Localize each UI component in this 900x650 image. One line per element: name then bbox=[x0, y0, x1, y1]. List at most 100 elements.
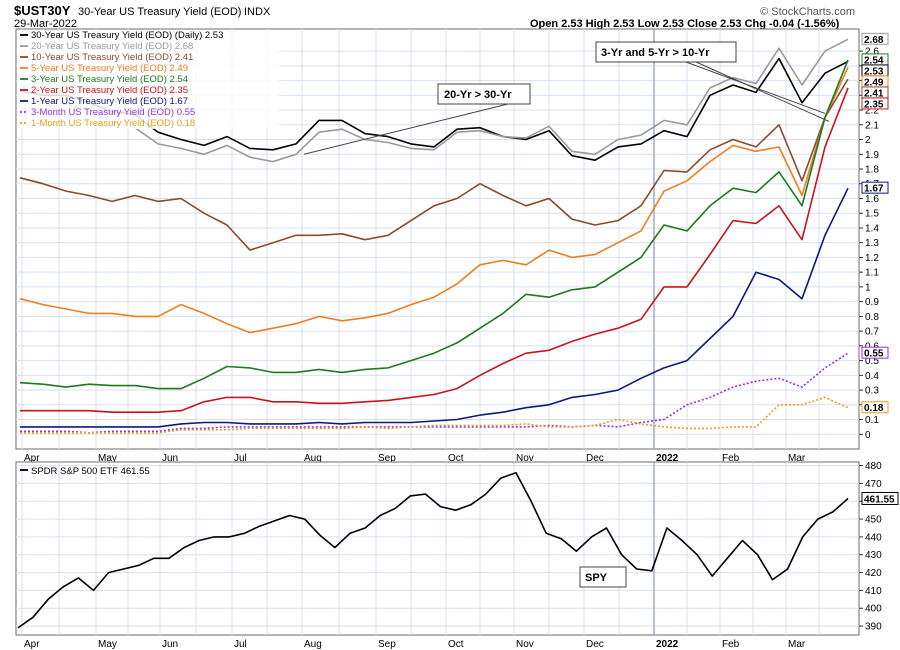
y-tick-label: 0.9 bbox=[865, 297, 879, 308]
x-tick-label: Sep bbox=[378, 639, 396, 650]
last-value-badge bbox=[861, 491, 899, 505]
last-value-label: 2.49 bbox=[864, 77, 884, 88]
annotation-arrow bbox=[685, 61, 826, 114]
y-tick-label: 1.5 bbox=[865, 209, 879, 220]
spy-price-line bbox=[17, 471, 849, 629]
yield-legend: 30-Year US Treasury Yield (EOD) (Daily) … bbox=[17, 30, 279, 129]
x-tick-label: Jun bbox=[162, 453, 178, 464]
y-tick-label: 1.2 bbox=[865, 253, 879, 264]
y-tick-label: 450 bbox=[865, 515, 882, 526]
last-value-label: 1.67 bbox=[864, 184, 884, 195]
x-tick-label: Aug bbox=[304, 639, 322, 650]
last-value-badge bbox=[861, 97, 889, 110]
x-tick-label: Mar bbox=[788, 639, 806, 650]
legend-entry: 2-Year US Treasury Yield (EOD) 2.35 bbox=[31, 85, 188, 96]
x-tick-label: Oct bbox=[448, 639, 464, 650]
symbol-text: $UST30Y bbox=[14, 3, 71, 18]
legend-entry: 20-Year US Treasury Yield (EOD) 2.68 bbox=[31, 41, 193, 52]
y-tick-label: 1 bbox=[865, 282, 871, 293]
spy-panel-frame bbox=[15, 461, 860, 636]
legend-entry: 30-Year US Treasury Yield (EOD) (Daily) … bbox=[31, 30, 223, 41]
spy-grid bbox=[16, 462, 859, 635]
last-value-badge bbox=[861, 32, 889, 45]
y-tick-label: 1.8 bbox=[865, 165, 879, 176]
series-line bbox=[20, 396, 849, 434]
x-tick-label: Apr bbox=[24, 639, 40, 650]
series-line bbox=[20, 352, 849, 434]
chart-header: $UST30Y 30-Year US Treasury Yield (EOD) … bbox=[14, 3, 855, 30]
y-tick-label: 0.5 bbox=[865, 356, 879, 367]
x-tick-label: Feb bbox=[722, 639, 740, 650]
x-tick-label: Mar bbox=[788, 453, 806, 464]
series-line bbox=[20, 187, 849, 428]
x-tick-label: Apr bbox=[24, 453, 40, 464]
exchange-text: INDX bbox=[244, 6, 271, 18]
last-value-label: 2.41 bbox=[864, 88, 884, 99]
y-tick-label: 2 bbox=[865, 135, 871, 146]
spy-y-axis: 390400410420430440450460470480 bbox=[859, 461, 882, 633]
last-value-label: 2.54 bbox=[864, 55, 884, 66]
spy-x-axis: Apr May Jun Jul Aug Sep Oct Nov Dec 2022 Feb Mar bbox=[24, 639, 806, 650]
y-tick-label: 470 bbox=[865, 479, 882, 490]
y-tick-label: 410 bbox=[865, 586, 882, 597]
watermark: © StockCharts.com bbox=[760, 6, 855, 18]
annotation-label: 20-Yr > 30-Yr bbox=[444, 89, 512, 101]
x-tick-label: Jul bbox=[234, 453, 247, 464]
x-tick-label: Dec bbox=[586, 453, 604, 464]
x-tick-label: May bbox=[98, 639, 117, 650]
annotation-arrow bbox=[303, 103, 509, 155]
y-tick-label: 0.3 bbox=[865, 386, 879, 397]
series-line bbox=[20, 38, 849, 163]
yield-series bbox=[19, 38, 849, 434]
annotation-label: SPY bbox=[585, 572, 608, 584]
date-text: 29-Mar-2022 bbox=[14, 18, 77, 30]
y-tick-label: 1.3 bbox=[865, 238, 879, 249]
spy-panel: 390400410420430440450460470480 AprMayJun… bbox=[15, 461, 899, 650]
last-value-badge bbox=[861, 346, 889, 359]
y-tick-label: 1.1 bbox=[865, 268, 879, 279]
last-value-label: 0.18 bbox=[864, 403, 884, 414]
y-tick-label: 430 bbox=[865, 550, 882, 561]
spy-annotation: SPY bbox=[579, 566, 627, 588]
yield-panel: 00.10.20.30.40.50.60.70.80.911.11.21.31.… bbox=[15, 28, 889, 464]
yield-annotations: 20-Yr > 30-Yr 3-Yr and 5-Yr > 10-Yr bbox=[303, 41, 830, 155]
y-tick-label: 0.4 bbox=[865, 371, 879, 382]
spy-series bbox=[17, 471, 849, 629]
y-tick-label: 2.2 bbox=[865, 106, 879, 117]
x-tick-label: May bbox=[98, 453, 117, 464]
series-line bbox=[19, 57, 849, 161]
y-tick-label: 400 bbox=[865, 604, 882, 615]
annotation-box bbox=[595, 41, 737, 63]
annotation-label: 3-Yr and 5-Yr > 10-Yr bbox=[601, 47, 710, 59]
x-tick-label: 2022 bbox=[656, 639, 679, 650]
x-tick-label: Feb bbox=[722, 453, 740, 464]
last-value-badge bbox=[861, 401, 889, 414]
last-value-label: 2.35 bbox=[864, 99, 884, 110]
last-value-label: 2.53 bbox=[864, 66, 884, 77]
x-tick-label: Oct bbox=[448, 453, 464, 464]
series-line bbox=[19, 66, 849, 334]
x-tick-label: Jun bbox=[162, 639, 178, 650]
yield-last-value-labels: 2.68 2.542.532.492.412.35 1.67 0.55 0.18 bbox=[861, 32, 889, 414]
y-tick-label: 1.4 bbox=[865, 223, 879, 234]
y-tick-label: 480 bbox=[865, 461, 882, 472]
y-tick-label: 2.6 bbox=[865, 47, 879, 58]
yield-x-axis: Apr May Jun Jul Aug Sep Oct Nov Dec 2022 Feb Mar bbox=[24, 453, 806, 464]
y-tick-label: 0.7 bbox=[865, 327, 879, 338]
last-value-badge bbox=[861, 181, 889, 194]
y-tick-label: 2.1 bbox=[865, 120, 879, 131]
legend-entry: 5-Year US Treasury Yield (EOD) 2.49 bbox=[31, 63, 188, 74]
y-tick-label: 1.9 bbox=[865, 150, 879, 161]
spy-legend: SPDR S&P 500 ETF 461.55 461.55 bbox=[20, 466, 899, 505]
y-tick-label: 390 bbox=[865, 622, 882, 633]
last-value-label: 2.68 bbox=[864, 35, 884, 46]
series-line bbox=[19, 78, 849, 251]
x-tick-label: Nov bbox=[516, 453, 534, 464]
ohlc-text: Open 2.53 High 2.53 Low 2.53 Close 2.53 … bbox=[530, 18, 840, 30]
y-tick-label: 0.8 bbox=[865, 312, 879, 323]
legend-entry: 1-Month US Treasury Yield (EOD) 0.18 bbox=[31, 118, 195, 129]
last-value-label: 461.55 bbox=[864, 494, 895, 505]
annotation-arrow bbox=[695, 61, 830, 122]
series-line bbox=[20, 87, 849, 414]
x-tick-label: Sep bbox=[378, 453, 396, 464]
